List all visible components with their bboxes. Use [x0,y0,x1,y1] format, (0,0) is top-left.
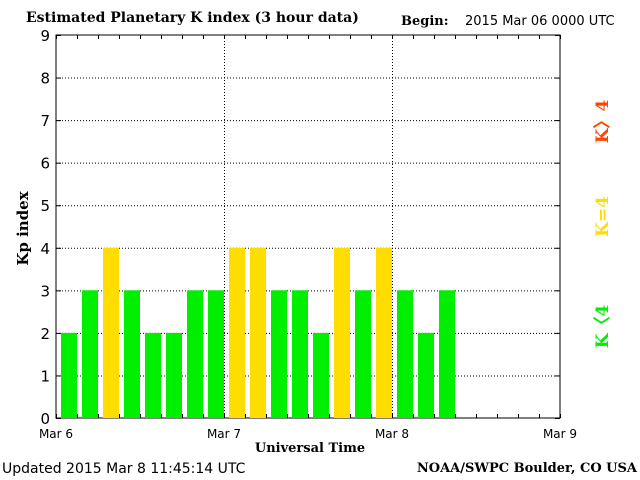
begin-label: Begin: [401,14,449,29]
kp-bar [418,332,434,418]
updated-timestamp: Updated 2015 Mar 8 11:45:14 UTC [2,461,246,477]
kp-bar [439,290,455,418]
y-tick-label: 0 [40,410,50,428]
kp-bar [82,290,98,418]
kp-bar [124,290,140,418]
kp-bar [334,247,350,418]
kp-bar [61,332,77,418]
y-tick-label: 4 [40,240,50,258]
begin-value: 2015 Mar 06 0000 UTC [465,14,615,29]
y-axis-title: Kp index [14,190,32,265]
y-tick-label: 7 [40,112,50,130]
x-tick-label: Mar 7 [207,427,241,441]
x-tick-label: Mar 8 [375,427,409,441]
x-tick-label: Mar 9 [543,427,577,441]
x-axis-title: Universal Time [255,441,365,456]
legend-entry: K〈4 [592,305,613,349]
kp-bar [250,247,266,418]
kp-bar [208,290,224,418]
y-tick-label: 9 [40,27,50,45]
legend-entry: K=4 [593,196,613,237]
legend-entry: K〉4 [592,100,613,144]
kp-bar [229,247,245,418]
kp-bar [397,290,413,418]
y-tick-label: 1 [40,367,50,385]
kp-bar [145,332,161,418]
kp-bar [103,247,119,418]
kp-bar [166,332,182,418]
y-tick-label: 5 [40,197,50,215]
credit-text: NOAA/SWPC Boulder, CO USA [416,461,637,476]
kp-bar [313,332,329,418]
kp-bar [187,290,203,418]
chart-title: Estimated Planetary K index (3 hour data… [26,10,359,26]
y-tick-label: 6 [40,155,50,173]
y-tick-label: 8 [40,70,50,88]
x-tick-label: Mar 6 [39,427,73,441]
kp-bar [292,290,308,418]
kp-bar [271,290,287,418]
kp-bar [355,290,371,418]
y-tick-label: 2 [40,325,50,343]
kp-bar [376,247,392,418]
y-tick-label: 3 [40,282,50,300]
